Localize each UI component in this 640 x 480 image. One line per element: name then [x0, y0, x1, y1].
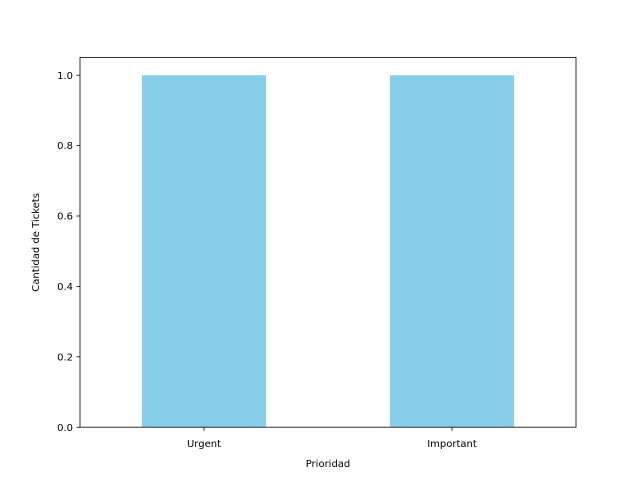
y-tick-label: 0.2 — [57, 352, 73, 363]
x-tick-label: Important — [427, 439, 477, 450]
bar-important — [390, 75, 514, 428]
x-tick-label: Urgent — [187, 439, 221, 450]
bar-urgent — [142, 75, 266, 428]
y-tick-label: 0.8 — [57, 141, 73, 152]
y-tick-label: 0.0 — [57, 423, 73, 434]
y-axis-label: Cantidad de Tickets — [31, 193, 42, 292]
y-tick-label: 1.0 — [57, 71, 73, 82]
x-axis-label: Prioridad — [306, 459, 351, 470]
y-axis: 0.0 0.2 0.4 0.6 0.8 1.0 — [57, 71, 80, 434]
y-tick-label: 0.4 — [57, 282, 73, 293]
x-axis: Urgent Important — [187, 427, 477, 450]
y-tick-label: 0.6 — [57, 212, 73, 223]
bars-group — [142, 75, 514, 428]
axes-frame — [79, 57, 577, 428]
